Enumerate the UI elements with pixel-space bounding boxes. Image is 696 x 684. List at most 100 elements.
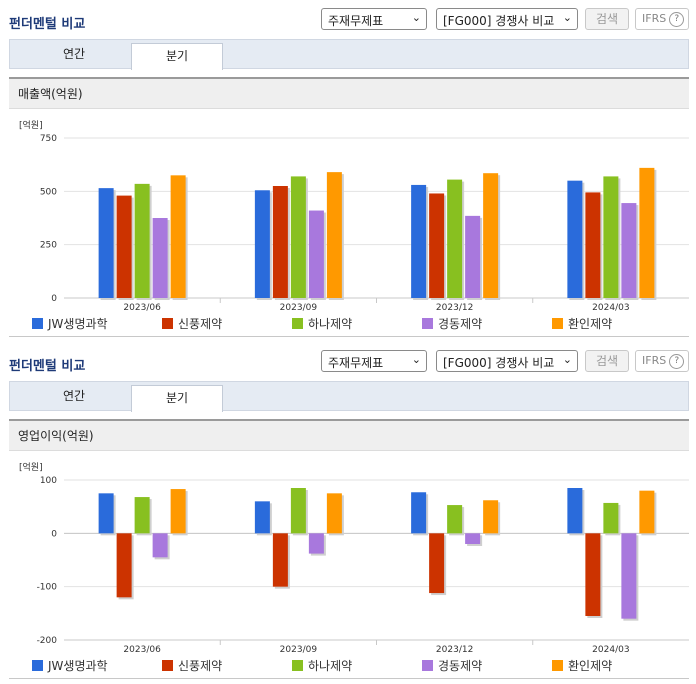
bar <box>483 500 499 534</box>
legend-swatch <box>292 318 303 329</box>
legend-label: 경동제약 <box>438 659 483 673</box>
legend-label: 하나제약 <box>308 659 353 673</box>
legend-swatch <box>422 660 433 671</box>
chart-subtitle: 매출액(억원) <box>9 79 689 109</box>
chevron-down-icon: ⌄ <box>411 353 421 366</box>
legend-swatch <box>552 660 563 671</box>
bar <box>447 505 463 534</box>
legend-label: 환인제약 <box>568 659 613 673</box>
statement-type-value: 주재무제표 <box>328 356 384 370</box>
chevron-down-icon: ⌄ <box>562 353 572 366</box>
statement-type-value: 주재무제표 <box>328 14 384 28</box>
unit-label: [억원] <box>19 463 43 473</box>
bar <box>639 167 655 298</box>
legend-item: JW생명과학 <box>32 657 108 674</box>
bar <box>639 490 655 534</box>
bar <box>585 192 601 298</box>
legend-swatch <box>162 660 173 671</box>
bar <box>152 533 168 558</box>
legend-item: 경동제약 <box>422 315 482 332</box>
bar <box>603 502 619 534</box>
y-tick-label: 0 <box>51 529 57 539</box>
bar <box>134 183 150 298</box>
x-tick-label: 2023/09 <box>280 645 318 655</box>
chart-subtitle: 영업이익(억원) <box>9 421 689 451</box>
operating-profit-bar-chart: -200 -100 0 100 2023/06 2023/09 2023/12 2024/03 <box>37 476 689 655</box>
x-tick-label: 2023/12 <box>436 303 473 313</box>
x-tick-label: 2024/03 <box>592 645 629 655</box>
chevron-down-icon: ⌄ <box>562 11 572 24</box>
legend-label: JW생명과학 <box>48 317 108 331</box>
chevron-down-icon: ⌄ <box>411 11 421 24</box>
legend-label: 환인제약 <box>568 317 613 331</box>
legend-label: 하나제약 <box>308 317 353 331</box>
bar <box>567 180 583 298</box>
legend-swatch <box>552 318 563 329</box>
bar <box>254 501 270 534</box>
bar <box>308 210 324 298</box>
legend-swatch <box>422 318 433 329</box>
y-tick-label: -100 <box>37 583 58 593</box>
bar <box>411 492 427 534</box>
bar <box>152 218 168 298</box>
unit-label: [억원] <box>19 121 43 131</box>
statement-type-select[interactable]: 주재무제표 ⌄ <box>321 350 427 372</box>
panel-title: 펀더멘털 비교 <box>9 17 86 32</box>
bar <box>447 179 463 298</box>
legend-label: 신풍제약 <box>178 659 223 673</box>
chart-area: 매출액(억원) [억원] 0 250 500 750 2023/06 2023/09 202… <box>9 77 689 337</box>
period-tabs: 연간 분기 <box>9 381 689 412</box>
revenue-bar-chart: 0 250 500 750 2023/06 2023/09 2023/12 2024/03 <box>40 134 689 313</box>
bar <box>134 497 150 534</box>
legend-item: 환인제약 <box>552 657 612 674</box>
question-icon: ? <box>669 354 685 369</box>
fundamental-panel-revenue: 펀더멘털 비교 주재무제표 ⌄ [FG000] 경쟁사 비교 ⌄ 검색 IFRS… <box>9 8 689 337</box>
ifrs-help-button[interactable]: IFRS? <box>635 8 689 30</box>
legend-item: 하나제약 <box>292 657 352 674</box>
bar <box>170 489 186 534</box>
legend-item: 신풍제약 <box>162 315 222 332</box>
tab-quarterly[interactable]: 분기 <box>131 43 223 70</box>
x-tick-label: 2023/06 <box>123 303 161 313</box>
tab-annual[interactable]: 연간 <box>62 47 86 61</box>
fundamental-panel-operating-profit: 펀더멘털 비교 주재무제표 ⌄ [FG000] 경쟁사 비교 ⌄ 검색 IFRS… <box>0 342 696 684</box>
x-tick-label: 2023/09 <box>280 303 318 313</box>
ifrs-label: IFRS <box>642 12 667 25</box>
legend-item: 신풍제약 <box>162 657 222 674</box>
period-tabs: 연간 분기 <box>9 39 689 70</box>
statement-type-select[interactable]: 주재무제표 ⌄ <box>321 8 427 30</box>
bar <box>621 533 637 619</box>
y-tick-label: 0 <box>51 294 57 304</box>
bar <box>603 176 619 298</box>
bar <box>326 172 342 298</box>
bar <box>429 193 445 298</box>
bar <box>465 533 481 544</box>
legend-label: 신풍제약 <box>178 317 223 331</box>
y-tick-label: 750 <box>40 134 57 144</box>
bar <box>326 493 342 534</box>
y-tick-label: 250 <box>40 241 57 251</box>
bar <box>116 533 132 598</box>
legend-swatch <box>162 318 173 329</box>
peer-group-value: [FG000] 경쟁사 비교 <box>443 356 555 370</box>
bar <box>272 533 288 587</box>
bar <box>98 493 114 534</box>
peer-group-select[interactable]: [FG000] 경쟁사 비교 ⌄ <box>436 8 578 30</box>
peer-group-select[interactable]: [FG000] 경쟁사 비교 ⌄ <box>436 350 578 372</box>
search-button[interactable]: 검색 <box>585 350 629 372</box>
chart-legend: JW생명과학 신풍제약 하나제약 경동제약 환인제약 <box>9 315 689 335</box>
bar <box>272 186 288 298</box>
x-tick-label: 2023/06 <box>123 645 161 655</box>
bar <box>290 488 306 534</box>
panel-title: 펀더멘털 비교 <box>9 359 86 374</box>
bar <box>585 533 601 616</box>
bar <box>116 195 132 298</box>
legend-item: 환인제약 <box>552 315 612 332</box>
divider <box>9 336 689 337</box>
legend-item: 하나제약 <box>292 315 352 332</box>
tab-annual[interactable]: 연간 <box>62 389 86 403</box>
tab-quarterly[interactable]: 분기 <box>131 385 223 412</box>
search-button[interactable]: 검색 <box>585 8 629 30</box>
ifrs-help-button[interactable]: IFRS? <box>635 350 689 372</box>
question-icon: ? <box>669 12 685 27</box>
